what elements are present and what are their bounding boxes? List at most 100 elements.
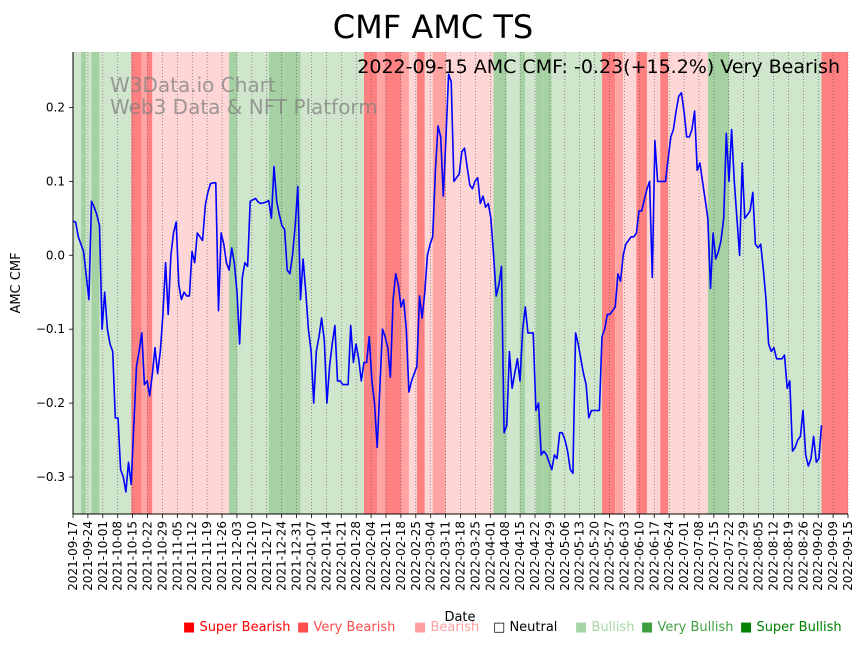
region-super-bearish bbox=[821, 52, 848, 514]
region-bearish bbox=[408, 52, 417, 514]
watermark-line-1: W3Data.io Chart bbox=[110, 73, 276, 97]
x-tick-label: 2022-09-15 bbox=[841, 521, 855, 591]
x-tick-label: 2022-02-25 bbox=[409, 521, 423, 591]
legend-label: Bearish bbox=[430, 620, 480, 635]
x-tick-label: 2022-01-07 bbox=[304, 521, 318, 591]
chart-title: CMF AMC TS bbox=[333, 8, 533, 46]
legend-swatch-icon: ■ bbox=[575, 620, 588, 635]
x-tick-label: 2021-11-26 bbox=[215, 521, 229, 591]
region-super-bearish bbox=[602, 52, 616, 514]
x-tick-label: 2021-10-08 bbox=[111, 521, 125, 591]
region-bullish bbox=[728, 52, 751, 514]
region-very-bearish bbox=[400, 52, 409, 514]
legend-item-bullish: ■ Bullish bbox=[575, 620, 634, 635]
region-very-bullish bbox=[535, 52, 544, 514]
x-tick-label: 2021-11-05 bbox=[170, 521, 184, 591]
x-tick-label: 2022-02-04 bbox=[364, 521, 378, 591]
x-tick-label: 2022-03-11 bbox=[439, 521, 453, 591]
x-tick-label: 2022-09-02 bbox=[811, 521, 825, 591]
legend-label: Very Bullish bbox=[657, 620, 734, 635]
x-tick-label: 2021-12-31 bbox=[290, 521, 304, 591]
x-tick-label: 2022-08-19 bbox=[781, 521, 795, 591]
x-tick-label: 2022-01-28 bbox=[349, 521, 363, 591]
x-tick-label: 2022-09-09 bbox=[826, 521, 840, 591]
legend-swatch-icon: ■ bbox=[740, 620, 753, 635]
x-tick-label: 2022-07-29 bbox=[737, 521, 751, 591]
legend-label: Super Bullish bbox=[756, 620, 842, 635]
x-tick-label: 2021-09-24 bbox=[81, 521, 95, 591]
y-tick-label: −0.1 bbox=[36, 322, 65, 336]
y-tick-label: −0.3 bbox=[36, 470, 65, 484]
region-very-bullish bbox=[707, 52, 729, 514]
region-bullish bbox=[506, 52, 521, 514]
x-tick-label: 2022-01-14 bbox=[319, 521, 333, 591]
region-very-bearish bbox=[615, 52, 624, 514]
region-bullish bbox=[551, 52, 603, 514]
legend-label: Super Bearish bbox=[199, 620, 291, 635]
legend-item-bearish: ■ Bearish bbox=[414, 620, 479, 635]
x-tick-label: 2022-05-06 bbox=[558, 521, 572, 591]
region-super-bearish bbox=[416, 52, 425, 514]
x-tick-label: 2022-03-04 bbox=[424, 521, 438, 591]
region-very-bullish bbox=[543, 52, 552, 514]
legend-swatch-icon: ■ bbox=[183, 620, 196, 635]
x-tick-label: 2022-04-15 bbox=[513, 521, 527, 591]
x-tick-label: 2021-10-15 bbox=[126, 521, 140, 591]
region-very-bullish bbox=[80, 52, 87, 514]
x-tick-label: 2022-02-18 bbox=[394, 521, 408, 591]
region-bearish bbox=[424, 52, 433, 514]
region-bullish bbox=[300, 52, 364, 514]
y-tick-label: 0.2 bbox=[46, 100, 65, 114]
x-tick-label: 2022-05-27 bbox=[603, 521, 617, 591]
legend-item-neutral: □ Neutral bbox=[493, 620, 557, 635]
region-very-bullish bbox=[268, 52, 285, 514]
legend-swatch-icon: □ bbox=[493, 620, 506, 635]
x-tick-label: 2022-04-08 bbox=[498, 521, 512, 591]
x-tick-label: 2022-07-08 bbox=[692, 521, 706, 591]
status-annotation: 2022-09-15 AMC CMF: -0.23(+15.2%) Very B… bbox=[357, 56, 840, 78]
x-tick-label: 2022-06-03 bbox=[617, 521, 631, 591]
region-very-bearish bbox=[141, 52, 148, 514]
x-tick-label: 2022-02-11 bbox=[379, 521, 393, 591]
x-tick-label: 2022-06-17 bbox=[647, 521, 661, 591]
region-bullish bbox=[247, 52, 269, 514]
legend-item-super-bearish: ■ Super Bearish bbox=[183, 620, 291, 635]
y-tick-label: 0.1 bbox=[46, 174, 65, 188]
watermark-line-2: Web3 Data & NFT Platform bbox=[110, 95, 378, 119]
y-tick-label: −0.2 bbox=[36, 396, 65, 410]
x-tick-label: 2022-05-13 bbox=[573, 521, 587, 591]
region-very-bearish bbox=[377, 52, 386, 514]
legend-label: Neutral bbox=[509, 620, 558, 635]
y-axis-label: AMC CMF bbox=[9, 252, 24, 313]
x-tick-label: 2022-08-12 bbox=[766, 521, 780, 591]
region-very-bullish bbox=[520, 52, 526, 514]
plot-area: 2021-09-17 2021-09-24 2021-10-01 2021-10-08… bbox=[36, 52, 855, 591]
region-very-bullish bbox=[91, 52, 100, 514]
legend-item-super-bullish: ■ Super Bullish bbox=[740, 620, 842, 635]
legend-item-very-bullish: ■ Very Bullish bbox=[641, 620, 734, 635]
region-super-bearish bbox=[660, 52, 669, 514]
region-bullish bbox=[525, 52, 536, 514]
x-tick-label: 2022-06-24 bbox=[662, 521, 676, 591]
x-tick-label: 2022-07-15 bbox=[707, 521, 721, 591]
region-very-bullish bbox=[229, 52, 237, 514]
region-bearish bbox=[646, 52, 661, 514]
region-super-bearish bbox=[636, 52, 647, 514]
region-super-bearish bbox=[385, 52, 401, 514]
region-bearish bbox=[445, 52, 494, 514]
x-tick-label: 2021-10-22 bbox=[141, 521, 155, 591]
series-line-amc-cmf bbox=[72, 73, 823, 493]
legend-swatch-icon: ■ bbox=[641, 620, 654, 635]
legend-swatch-icon: ■ bbox=[414, 620, 427, 635]
x-tick-label: 2021-10-01 bbox=[96, 521, 110, 591]
x-tick-label: 2022-03-25 bbox=[468, 521, 482, 591]
x-tick-label: 2022-04-22 bbox=[528, 521, 542, 591]
region-very-bullish bbox=[284, 52, 301, 514]
region-bullish bbox=[750, 52, 822, 514]
x-tick-label: 2022-05-20 bbox=[588, 521, 602, 591]
y-tick-label: 0.0 bbox=[46, 248, 65, 262]
x-tick-label: 2022-03-18 bbox=[454, 521, 468, 591]
x-tick-label: 2022-08-05 bbox=[752, 521, 766, 591]
region-bearish bbox=[623, 52, 637, 514]
